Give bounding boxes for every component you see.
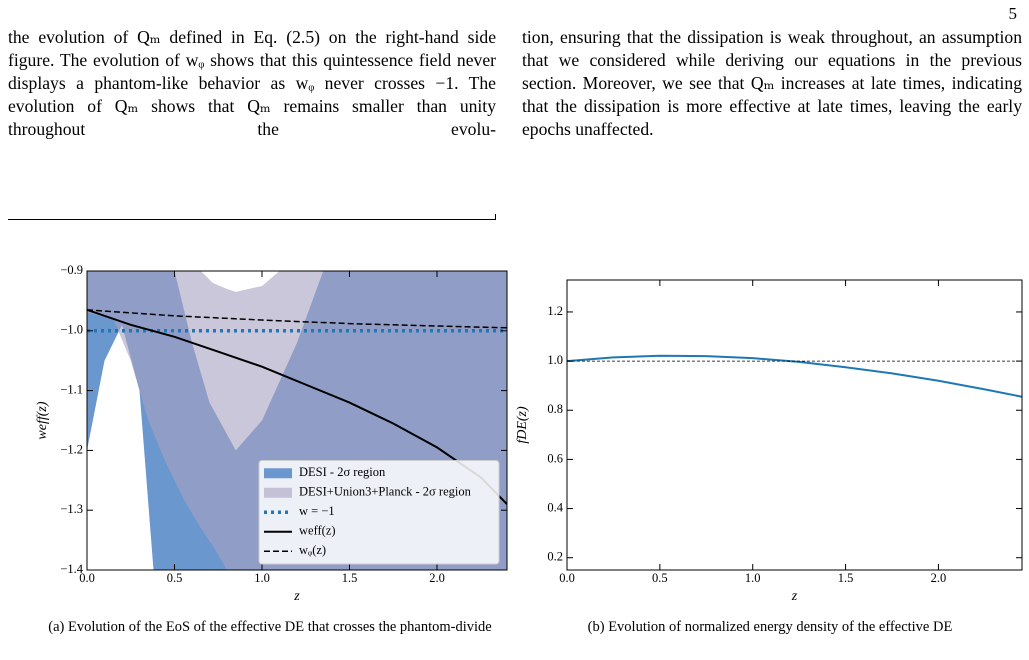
- legend-swatch: [264, 468, 292, 479]
- y-tick-label: 0.4: [547, 500, 563, 514]
- x-tick-label: 0.0: [79, 571, 95, 585]
- line-series: [567, 354, 1022, 398]
- caption: (a) Evolution of the EoS of the effectiv…: [48, 619, 492, 635]
- y-tick-label: 0.2: [547, 550, 563, 564]
- x-tick-label: 1.0: [745, 571, 761, 585]
- paragraph: tion, ensuring that the dissipation is w…: [522, 27, 1022, 139]
- plot-frame: [86, 270, 508, 571]
- y-tick-label: 1.2: [547, 304, 563, 318]
- y-tick-label: −1.1: [60, 382, 83, 396]
- footnote-rule: [8, 214, 496, 220]
- y-tick-label: 1.0: [547, 353, 563, 367]
- legend-label: weff(z): [299, 524, 336, 538]
- legend-box: [258, 460, 500, 565]
- line-series: [87, 309, 507, 329]
- legend-swatch: [264, 487, 292, 498]
- legend-label: DESI+Union3+Planck - 2σ region: [299, 485, 472, 499]
- paragraph: the evolution of Qₘ defined in Eq. (2.5)…: [8, 27, 496, 139]
- page-number: 5: [1008, 4, 1018, 23]
- y-axis-label: weff(z): [35, 401, 50, 439]
- legend-label: DESI - 2σ region: [299, 465, 386, 479]
- x-axis-label: z: [293, 589, 300, 604]
- x-axis-label: z: [791, 589, 798, 604]
- x-tick-label: 1.5: [838, 571, 854, 585]
- plot-area: [567, 280, 1022, 570]
- caption: (b) Evolution of normalized energy densi…: [587, 619, 953, 635]
- legend-label: w = −1: [299, 504, 335, 518]
- y-tick-label: 0.6: [547, 451, 563, 465]
- x-tick-label: 2.0: [931, 571, 947, 585]
- plot-frame: [566, 279, 1023, 571]
- y-axis-label: fDE(z): [515, 406, 530, 444]
- x-tick-label: 0.5: [652, 571, 668, 585]
- x-tick-label: 0.5: [167, 571, 183, 585]
- y-tick-label: 0.8: [547, 402, 563, 416]
- y-tick-label: −1.3: [60, 502, 83, 516]
- x-tick-label: 0.0: [559, 571, 575, 585]
- plot-layer: [567, 354, 1022, 398]
- y-tick-label: −1.4: [60, 562, 83, 576]
- y-tick-label: −1.0: [60, 323, 83, 337]
- x-tick-label: 1.5: [342, 571, 358, 585]
- x-tick-label: 2.0: [429, 571, 445, 585]
- y-tick-label: −0.9: [60, 263, 83, 277]
- legend-label: wᵩ(z): [299, 543, 326, 557]
- line-series: [87, 308, 507, 505]
- y-tick-label: −1.2: [60, 442, 83, 456]
- x-tick-label: 1.0: [254, 571, 270, 585]
